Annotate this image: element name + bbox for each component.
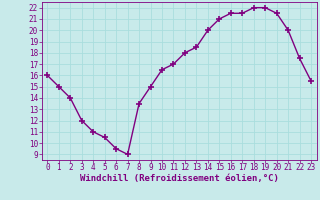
X-axis label: Windchill (Refroidissement éolien,°C): Windchill (Refroidissement éolien,°C) xyxy=(80,174,279,183)
